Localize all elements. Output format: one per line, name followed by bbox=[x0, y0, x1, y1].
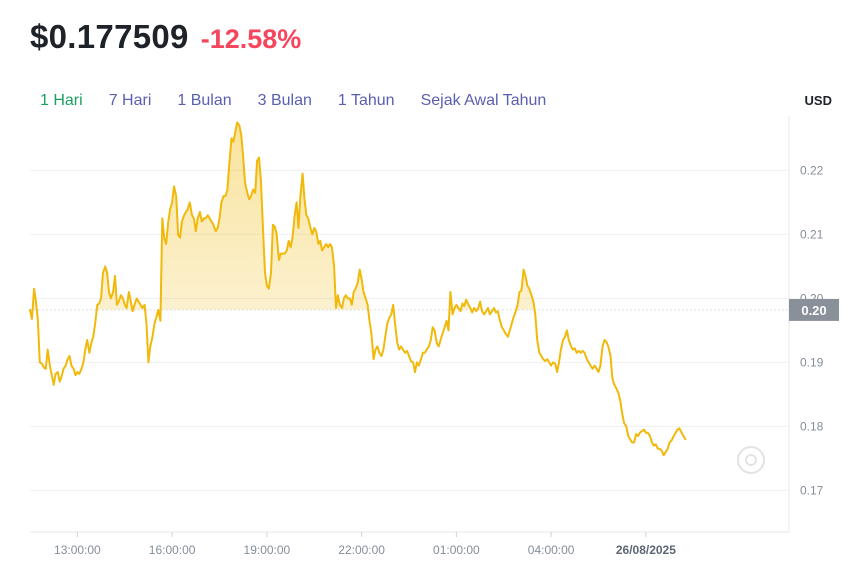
price-change: -12.58% bbox=[200, 24, 302, 54]
x-tick-label: 13:00:00 bbox=[54, 543, 101, 557]
price-header: $0.177509 -12.58% bbox=[30, 18, 301, 56]
current-price-tag: 0.20 bbox=[789, 298, 839, 321]
x-tick-label: 01:00:00 bbox=[433, 543, 480, 557]
tab-sejak-awal-tahun[interactable]: Sejak Awal Tahun bbox=[420, 92, 547, 109]
tab-3-bulan[interactable]: 3 Bulan bbox=[257, 92, 312, 109]
y-tick-label: 0.21 bbox=[800, 227, 824, 241]
logo-center bbox=[745, 454, 757, 466]
chart-overlay: 0.20 bbox=[737, 298, 839, 474]
price-line bbox=[29, 121, 687, 457]
x-tick-label: 22:00:00 bbox=[338, 543, 385, 557]
x-tick-label: 26/08/2025 bbox=[616, 543, 676, 557]
logo-watermark-icon bbox=[737, 446, 765, 474]
tab-1-tahun[interactable]: 1 Tahun bbox=[337, 92, 395, 109]
currency-label: USD bbox=[804, 93, 832, 108]
y-tick-label: 0.22 bbox=[800, 163, 824, 177]
chart-grid bbox=[30, 169, 788, 491]
chart-series bbox=[29, 121, 788, 457]
tab-7-hari[interactable]: 7 Hari bbox=[108, 92, 152, 109]
area-fill bbox=[30, 122, 686, 310]
x-tick-label: 16:00:00 bbox=[149, 543, 196, 557]
y-tick-label: 0.18 bbox=[800, 419, 824, 433]
y-tick-label: 0.19 bbox=[800, 355, 824, 369]
current-price: $0.177509 bbox=[30, 18, 189, 55]
current-price-tag-bg bbox=[789, 298, 839, 321]
x-tick-label: 04:00:00 bbox=[528, 543, 575, 557]
current-price-tag-label: 0.20 bbox=[801, 303, 826, 318]
logo-ring bbox=[737, 446, 765, 474]
x-tick-label: 19:00:00 bbox=[244, 543, 291, 557]
timeframe-tabs: 1 Hari 7 Hari 1 Bulan 3 Bulan 1 Tahun Se… bbox=[40, 92, 546, 110]
tab-1-hari[interactable]: 1 Hari bbox=[40, 92, 83, 109]
tab-1-bulan[interactable]: 1 Bulan bbox=[177, 92, 232, 109]
y-tick-label: 0.17 bbox=[800, 483, 824, 497]
